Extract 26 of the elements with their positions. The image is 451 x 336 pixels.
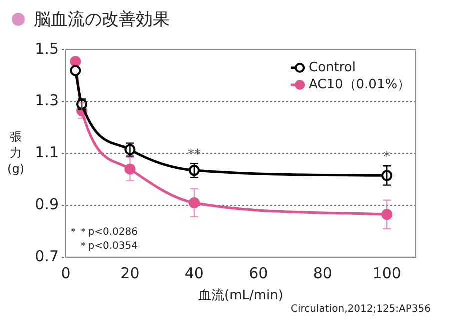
y-axis-title: 張力(g) (8, 130, 24, 176)
y-tick-label: 1.1 (35, 144, 59, 162)
x-tick-label: 0 (61, 264, 71, 282)
y-tick-label: 0.7 (35, 247, 59, 266)
x-tick-label: 80 (313, 264, 332, 282)
x-tick-label: 40 (184, 264, 204, 282)
y-tick-label: 1.3 (35, 92, 59, 110)
legend-label: AC10（0.01%） (309, 77, 411, 92)
point (382, 209, 393, 220)
chart-title: 脳血流の改善効果 (34, 9, 170, 31)
x-tick-label: 20 (120, 264, 140, 282)
x-axis-title: 血流(mL/min) (198, 288, 284, 304)
legend-label: Control (309, 60, 356, 76)
text: Circulation,2012;125:AP356 (291, 304, 431, 315)
annotation: * (384, 150, 391, 165)
point (70, 65, 82, 76)
point (124, 164, 136, 175)
annotation: ** (188, 147, 202, 162)
annotation: ＊＊p<0.0286 (68, 226, 138, 238)
y-tick-label: 0.9 (35, 195, 59, 214)
x-tick-label: 60 (249, 264, 268, 282)
y-tick-label: 1.5 (35, 40, 59, 58)
point (70, 56, 82, 68)
annotation: ＊p<0.0354 (78, 240, 138, 252)
x-tick-label: 100 (372, 264, 402, 282)
point (188, 197, 200, 208)
